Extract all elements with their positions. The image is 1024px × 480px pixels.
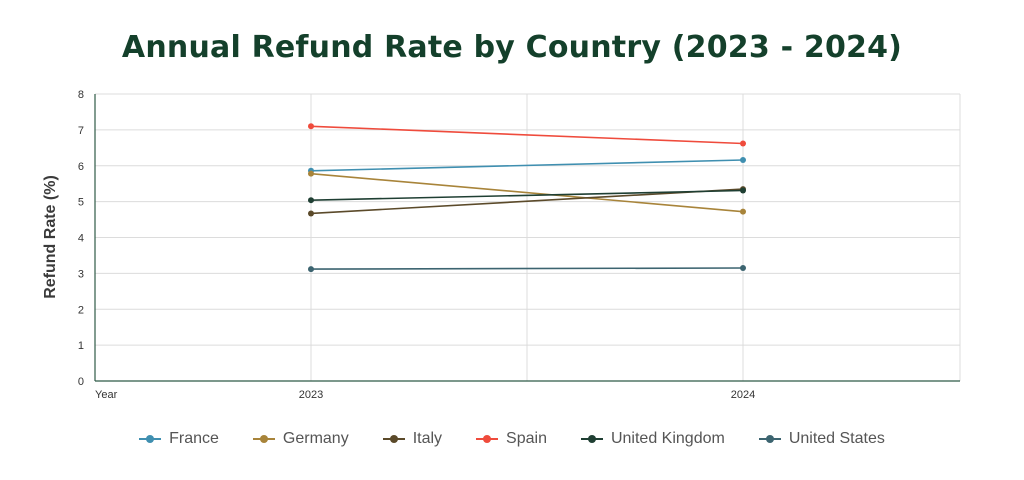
legend-marker-icon [580, 433, 603, 445]
legend-label: Germany [282, 430, 349, 447]
legend-marker-icon [382, 433, 405, 445]
series-line [310, 188, 744, 215]
y-tick-label: 7 [78, 125, 84, 137]
legend-item: Spain [476, 430, 547, 448]
y-tick-label: 8 [78, 89, 84, 101]
legend-label: Italy [412, 430, 443, 447]
y-tick-label: 3 [78, 268, 84, 280]
data-point [740, 264, 746, 271]
y-tick-label: 6 [78, 161, 84, 173]
legend-item: United States [758, 430, 885, 448]
x-tick-label: 2023 [299, 389, 323, 401]
chart-title: Annual Refund Rate by Country (2023 - 20… [121, 30, 903, 65]
series-line [310, 189, 744, 201]
data-point [308, 123, 314, 130]
y-tick-label: 0 [78, 376, 84, 388]
data-point [308, 266, 314, 273]
legend-marker-icon [139, 433, 162, 445]
y-tick-label: 4 [78, 233, 84, 245]
legend-item: Italy [382, 430, 443, 448]
data-point [740, 187, 746, 194]
legend-item: Germany [252, 430, 349, 448]
data-point [740, 140, 746, 147]
x-tick-label: 2024 [731, 389, 755, 401]
series-line [310, 159, 744, 172]
data-point [308, 170, 314, 177]
legend-marker-icon [252, 433, 275, 445]
legend-label: Spain [506, 430, 547, 447]
chart-legend: France Germany Italy Spain United Kingdom Uni… [0, 430, 1024, 448]
legend-marker-icon [758, 433, 781, 445]
y-tick-label: 5 [78, 197, 84, 209]
legend-item: United Kingdom [580, 430, 725, 448]
data-point [308, 197, 314, 204]
y-axis-label: Refund Rate (%) [42, 175, 59, 299]
series-line [310, 125, 744, 145]
data-point [308, 210, 314, 217]
series-line [310, 172, 744, 213]
legend-item: France [139, 430, 219, 448]
legend-label: France [169, 430, 219, 447]
data-point [740, 157, 746, 164]
series-line [310, 267, 744, 270]
data-point [740, 208, 746, 215]
legend-marker-icon [476, 433, 499, 445]
y-tick-label: 1 [78, 340, 84, 352]
legend-label: United Kingdom [610, 430, 725, 447]
legend-label: United States [788, 430, 885, 447]
y-tick-label: 2 [78, 304, 84, 316]
x-axis-label: Year [95, 389, 118, 401]
